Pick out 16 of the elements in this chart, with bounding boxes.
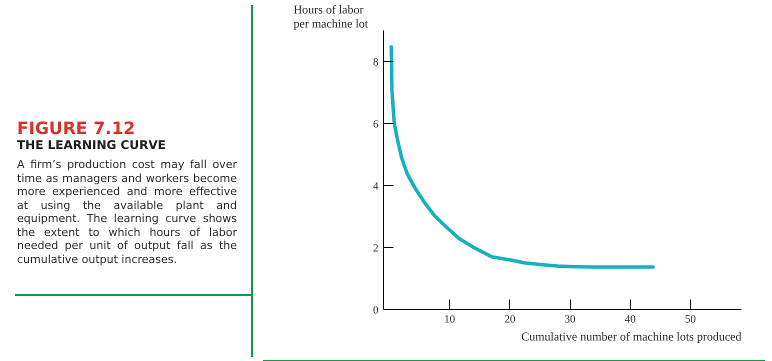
x-tick-label: 40 <box>624 314 636 326</box>
x-tick-label: 10 <box>444 314 456 326</box>
x-axis-title: Cumulative number of machine lots produced <box>521 330 742 344</box>
text: THE LEARNING CURVE <box>17 138 167 152</box>
x-tick-label: 50 <box>684 314 696 326</box>
line-series <box>390 45 655 269</box>
text: A firm’s production cost may fall over time as managers and workers become more experienced and more effective at using the available plant and equipment. The learning curve shows the extent to which hours of labor needed per unit of output fall as the cumulative output increases. <box>17 158 237 266</box>
text: FIGURE 7.12 <box>17 119 136 139</box>
y-axis-title: Hours of labor per machine lot <box>294 2 369 30</box>
y-tick-label: 2 <box>373 242 378 254</box>
y-tick-label: 0 <box>373 304 379 316</box>
y-tick-label: 8 <box>373 56 379 68</box>
y-tick-label: 4 <box>373 180 379 192</box>
x-tick-label: 20 <box>504 314 516 326</box>
x-tick-label: 30 <box>564 314 576 326</box>
y-tick-label: 6 <box>373 118 379 130</box>
